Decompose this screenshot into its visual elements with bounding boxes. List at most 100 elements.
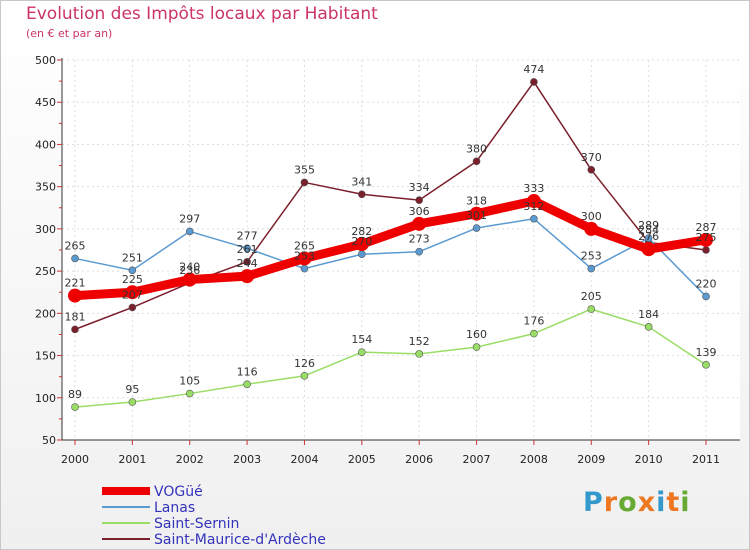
- data-label-vog-: 287: [696, 221, 717, 234]
- data-point-vog-: [469, 206, 484, 221]
- data-label-lanas: 253: [581, 250, 602, 263]
- proxiti-logo: Proxiti: [583, 487, 691, 518]
- data-point-saint-maurice-d-ard-che: [587, 165, 596, 174]
- data-point-saint-sernin: [644, 323, 653, 331]
- x-tick-label: 2010: [635, 453, 663, 466]
- data-label-lanas: 270: [351, 235, 372, 248]
- series-line-vog-: [70, 196, 711, 301]
- data-label-vog-: 265: [294, 239, 315, 252]
- data-label-lanas: 312: [523, 200, 544, 213]
- data-point-saint-maurice-d-ard-che: [71, 325, 79, 334]
- data-label-lanas: 301: [466, 209, 487, 222]
- data-point-vog-: [526, 194, 541, 209]
- data-point-vog-: [297, 251, 312, 266]
- data-label-vog-: 244: [237, 257, 258, 270]
- logo-letter: i: [680, 487, 691, 518]
- data-point-saint-sernin: [300, 372, 309, 380]
- y-tick-label: 300: [35, 223, 56, 236]
- data-point-saint-maurice-d-ard-che: [702, 246, 710, 254]
- data-label-lanas: 289: [638, 219, 659, 232]
- data-point-saint-maurice-d-ard-che: [415, 196, 423, 204]
- data-point-saint-sernin: [587, 305, 596, 313]
- x-tick-label: 2009: [577, 453, 605, 466]
- data-label-lanas: 253: [294, 250, 315, 263]
- data-label-saint-maurice-d-ard-che: 261: [237, 243, 258, 256]
- logo-letter: t: [666, 487, 681, 518]
- legend-label-lanas: Lanas: [154, 500, 195, 516]
- legend-label-saint-maurice-d-ard-che: Saint-Maurice-d'Ardèche: [154, 532, 326, 548]
- data-label-lanas: 265: [65, 239, 86, 252]
- data-point-lanas: [702, 292, 710, 301]
- data-label-saint-sernin: 152: [409, 335, 430, 348]
- data-point-vog-: [240, 269, 255, 284]
- data-point-vog-: [584, 221, 599, 236]
- legend-label-vog-: VOGüé: [154, 484, 203, 500]
- data-point-lanas: [185, 227, 194, 236]
- logo-letter: P: [583, 487, 604, 518]
- data-point-saint-maurice-d-ard-che: [243, 258, 251, 266]
- data-label-saint-sernin: 89: [68, 388, 82, 401]
- data-label-saint-maurice-d-ard-che: 181: [65, 310, 86, 323]
- x-tick-label: 2008: [520, 453, 548, 466]
- chart-data-labels: 181 207 236 261 355 341 334 380 474 370 284 275 89 95…: [65, 63, 717, 401]
- y-tick-label: 500: [35, 54, 56, 67]
- data-point-vog-: [182, 272, 197, 287]
- y-tick-label: 100: [35, 392, 56, 405]
- data-label-saint-sernin: 176: [523, 315, 544, 328]
- data-label-vog-: 225: [122, 273, 143, 286]
- data-point-lanas: [128, 266, 137, 275]
- x-tick-label: 2001: [118, 453, 146, 466]
- data-point-vog-: [699, 232, 713, 247]
- logo-letter: i: [656, 487, 667, 518]
- y-tick-label: 400: [35, 138, 56, 151]
- data-label-saint-sernin: 105: [179, 375, 200, 388]
- data-point-saint-sernin: [530, 329, 538, 338]
- data-label-saint-sernin: 139: [696, 346, 717, 359]
- data-label-saint-sernin: 205: [581, 290, 602, 303]
- data-point-lanas: [472, 224, 481, 232]
- data-point-lanas: [644, 234, 653, 242]
- data-label-saint-maurice-d-ard-che: 474: [523, 63, 544, 76]
- data-label-vog-: 300: [581, 210, 602, 223]
- data-label-vog-: 318: [466, 195, 487, 208]
- data-label-saint-sernin: 95: [125, 383, 139, 396]
- legend-label-saint-sernin: Saint-Sernin: [154, 516, 239, 532]
- chart-subtitle: (en € et par an): [26, 27, 113, 40]
- data-point-lanas: [530, 214, 538, 223]
- logo-letter: o: [618, 487, 638, 518]
- x-tick-label: 2002: [176, 453, 204, 466]
- x-tick-label: 2011: [692, 453, 720, 466]
- data-label-lanas: 277: [237, 229, 258, 242]
- data-label-saint-maurice-d-ard-che: 370: [581, 151, 602, 164]
- data-label-saint-sernin: 126: [294, 357, 315, 370]
- data-point-vog-: [641, 242, 656, 257]
- series-line-saint-sernin: [74, 308, 707, 408]
- data-point-lanas: [300, 264, 309, 273]
- data-label-saint-sernin: 184: [638, 308, 659, 321]
- series-line-saint-maurice-d-ard-che: [74, 81, 707, 331]
- data-point-lanas: [415, 247, 423, 256]
- data-label-lanas: 297: [179, 212, 200, 225]
- data-label-saint-maurice-d-ard-che: 236: [179, 264, 200, 277]
- data-label-saint-maurice-d-ard-che: 275: [696, 231, 717, 244]
- chart-legend: VOGüéLanasSaint-SerninSaint-Maurice-d'Ar…: [102, 484, 326, 548]
- data-label-saint-sernin: 160: [466, 328, 487, 341]
- x-tick-label: 2003: [233, 453, 261, 466]
- data-label-vog-: 240: [179, 261, 200, 274]
- data-point-saint-sernin: [415, 350, 423, 358]
- data-label-saint-maurice-d-ard-che: 355: [294, 163, 315, 176]
- data-point-saint-sernin: [243, 380, 251, 389]
- data-point-lanas: [243, 244, 251, 253]
- x-tick-label: 2005: [348, 453, 376, 466]
- data-point-saint-maurice-d-ard-che: [300, 178, 309, 187]
- y-tick-label: 450: [35, 96, 56, 109]
- data-label-vog-: 306: [409, 205, 430, 218]
- data-point-saint-maurice-d-ard-che: [358, 190, 366, 199]
- data-label-saint-maurice-d-ard-che: 207: [122, 288, 143, 301]
- chart-series: [68, 78, 713, 411]
- logo-letter: r: [603, 487, 619, 518]
- data-point-saint-sernin: [472, 343, 481, 351]
- data-label-lanas: 251: [122, 251, 143, 264]
- chart-title: Evolution des Impôts locaux par Habitant: [26, 4, 378, 24]
